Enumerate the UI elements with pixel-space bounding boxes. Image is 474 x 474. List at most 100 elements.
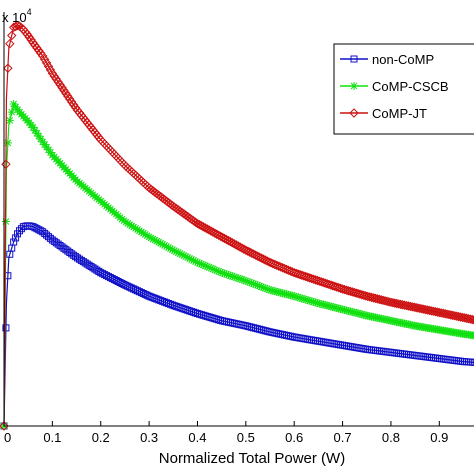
data-point xyxy=(193,258,202,267)
data-point xyxy=(259,283,268,292)
series-comp-jt xyxy=(0,20,474,431)
data-point xyxy=(1,159,11,170)
data-point xyxy=(46,148,55,157)
data-point xyxy=(74,254,82,262)
legend-marker xyxy=(349,108,359,118)
data-point xyxy=(172,247,181,256)
data-point xyxy=(38,137,47,146)
x-tick-label: 0 xyxy=(4,430,11,445)
data-point xyxy=(40,140,49,149)
data-point xyxy=(123,219,132,228)
data-point xyxy=(61,88,71,99)
data-point xyxy=(41,58,52,68)
data-point xyxy=(237,275,246,284)
x-tick-label: 0.2 xyxy=(92,430,110,445)
data-point xyxy=(39,54,50,65)
data-point xyxy=(43,61,54,72)
data-point xyxy=(257,282,266,291)
data-point xyxy=(137,227,146,236)
legend: non-CoMP CoMP-CSCB CoMP-JT xyxy=(333,43,474,135)
data-point xyxy=(24,32,34,42)
data-point xyxy=(53,77,63,87)
series-non-comp xyxy=(0,222,474,430)
data-point xyxy=(26,35,36,45)
data-point xyxy=(5,38,15,49)
data-point xyxy=(228,272,237,281)
data-point xyxy=(208,264,217,273)
data-point xyxy=(139,229,148,238)
data-point xyxy=(469,315,474,325)
data-point xyxy=(313,299,322,308)
data-point xyxy=(170,246,179,255)
data-point xyxy=(222,270,231,279)
x-axis-label: Normalized Total Power (W) xyxy=(159,450,345,467)
data-point xyxy=(230,272,239,281)
data-point xyxy=(7,30,17,41)
data-point xyxy=(158,240,167,249)
data-point xyxy=(249,279,258,288)
data-point xyxy=(471,317,474,323)
data-point xyxy=(0,421,9,431)
data-point xyxy=(28,37,38,48)
data-point xyxy=(241,276,250,285)
data-point xyxy=(294,293,303,302)
data-point xyxy=(156,239,165,248)
data-point xyxy=(236,274,245,283)
data-point xyxy=(10,238,18,246)
data-point xyxy=(263,284,272,293)
data-point xyxy=(179,251,188,260)
data-point xyxy=(303,296,312,305)
data-point xyxy=(164,243,173,252)
data-point xyxy=(8,22,19,33)
data-point xyxy=(290,292,299,301)
data-point xyxy=(47,68,58,79)
data-point xyxy=(145,232,154,241)
data-point xyxy=(148,235,157,244)
data-point xyxy=(81,259,89,267)
data-point xyxy=(216,268,225,277)
data-point xyxy=(168,245,177,254)
data-point xyxy=(174,248,183,257)
data-point xyxy=(309,297,318,306)
data-point xyxy=(162,242,171,251)
data-point xyxy=(34,45,44,56)
data-point xyxy=(57,82,67,93)
data-point xyxy=(299,295,308,304)
data-point xyxy=(147,233,156,242)
data-point xyxy=(243,277,252,286)
y-multiplier-label: x 104 xyxy=(2,7,32,25)
data-point xyxy=(30,126,39,135)
data-point xyxy=(36,48,46,59)
data-point xyxy=(32,129,41,138)
data-point xyxy=(307,297,316,306)
data-point xyxy=(79,258,87,266)
data-point xyxy=(201,261,210,270)
data-point xyxy=(189,256,198,265)
data-point xyxy=(12,234,20,242)
data-point xyxy=(35,226,43,234)
data-point xyxy=(67,97,77,107)
data-point xyxy=(75,255,83,263)
data-point xyxy=(83,260,91,268)
data-point xyxy=(205,263,214,272)
data-point xyxy=(472,358,474,366)
x-tick-label: 0.6 xyxy=(285,430,303,445)
data-point xyxy=(133,225,142,234)
data-point xyxy=(197,260,206,269)
data-point xyxy=(42,143,51,152)
data-point xyxy=(296,293,305,302)
data-point xyxy=(143,231,152,240)
legend-label: non-CoMP xyxy=(372,52,434,67)
data-point xyxy=(91,265,99,273)
data-point xyxy=(470,358,474,366)
data-point xyxy=(37,51,48,61)
x-tick-label: 0.3 xyxy=(140,430,158,445)
data-point xyxy=(152,237,161,246)
data-point xyxy=(265,285,274,294)
y-multiplier-base: x 10 xyxy=(2,10,27,25)
legend-label: CoMP-JT xyxy=(372,106,427,121)
data-point xyxy=(11,102,20,111)
data-point xyxy=(177,250,186,259)
data-point xyxy=(2,324,10,332)
data-point xyxy=(181,252,190,261)
